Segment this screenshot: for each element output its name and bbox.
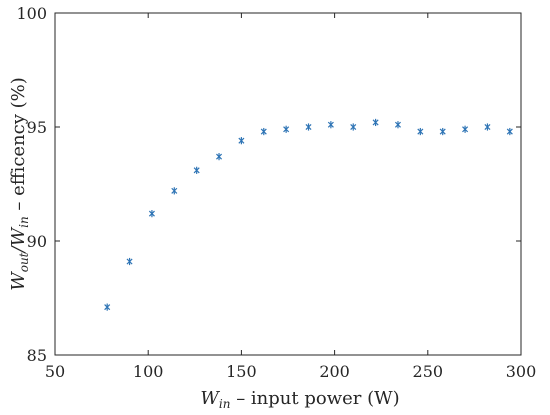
data-point — [283, 125, 290, 133]
x-tick-label: 300 — [506, 362, 537, 381]
data-point — [305, 123, 312, 131]
data-point — [148, 210, 155, 218]
x-axis-label-rest: – input power (W) — [230, 388, 399, 409]
data-point — [238, 137, 245, 145]
data-point — [462, 125, 469, 133]
y-axis-label: Wout/Win – efficency (%) — [8, 77, 31, 291]
data-point — [394, 121, 401, 129]
data-point — [260, 127, 267, 136]
x-tick-label: 250 — [413, 362, 444, 381]
data-point — [484, 123, 491, 131]
plot-area — [54, 12, 522, 356]
x-axis-label-sub: in — [219, 397, 231, 411]
data-point — [372, 118, 379, 127]
data-point — [506, 127, 513, 136]
data-point — [126, 257, 133, 266]
data-point — [171, 187, 178, 195]
y-tick-label: 95 — [27, 118, 47, 137]
data-point — [216, 153, 223, 161]
data-point — [417, 127, 424, 136]
y-axis-label-w-out: W — [8, 271, 29, 291]
x-tick-label: 200 — [319, 362, 350, 381]
axis-ticks: 50 100 150 200 250 300 85 90 95 100 — [16, 4, 536, 381]
data-point — [104, 303, 111, 311]
x-tick-label: 50 — [45, 362, 65, 381]
x-axis-label: Win – input power (W) — [200, 388, 399, 411]
x-axis-label-w: W — [200, 388, 220, 409]
y-tick-label: 85 — [27, 346, 47, 365]
x-tick-label: 150 — [226, 362, 257, 381]
data-point — [350, 123, 357, 131]
y-axis-label-w-in: W — [8, 226, 29, 246]
data-point — [193, 166, 200, 174]
y-tick-label: 100 — [16, 4, 47, 23]
data-point — [327, 121, 334, 129]
y-axis-label-sub-in: in — [17, 216, 31, 228]
y-axis-label-sub-out: out — [17, 252, 31, 272]
y-axis-label-slash: / — [8, 244, 29, 254]
y-axis-label-rest: – efficency (%) — [8, 77, 29, 216]
data-points — [104, 118, 513, 311]
data-point — [439, 127, 446, 136]
x-tick-label: 100 — [133, 362, 164, 381]
y-tick-label: 90 — [27, 232, 47, 251]
